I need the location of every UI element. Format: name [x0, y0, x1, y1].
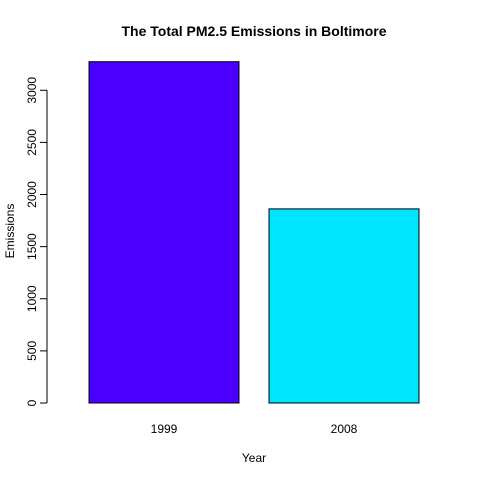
y-tick-label-2000: 2000 — [25, 181, 39, 208]
y-tick-label-500: 500 — [25, 341, 39, 361]
x-tick-label-1999: 1999 — [151, 422, 178, 436]
x-tick-labels: 1999 2008 — [151, 422, 358, 436]
bars-group — [88, 61, 420, 404]
y-tick-label-3000: 3000 — [25, 77, 39, 104]
x-axis-label: Year — [242, 451, 266, 465]
y-tick-label-2500: 2500 — [25, 129, 39, 156]
y-axis: 0 500 1000 1500 2000 2500 3000 — [25, 77, 48, 406]
y-tick-label-1500: 1500 — [25, 233, 39, 260]
chart-title: The Total PM2.5 Emissions in Boltimore — [121, 23, 386, 39]
y-tick-label-1000: 1000 — [25, 285, 39, 312]
x-tick-label-2008: 2008 — [331, 422, 358, 436]
bar-2008 — [268, 208, 420, 404]
bar-1999 — [88, 61, 240, 404]
y-tick-label-0: 0 — [25, 399, 39, 406]
y-axis-label: Emissions — [3, 204, 17, 259]
